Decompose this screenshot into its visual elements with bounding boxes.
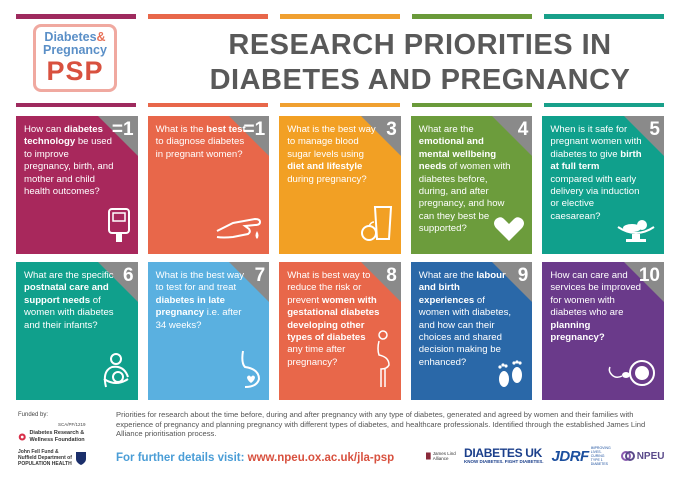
color-bar	[544, 103, 664, 107]
details-link[interactable]: www.npeu.ox.ac.uk/jla-psp	[247, 452, 395, 464]
priority-card-10: 10 How can care and services be improved …	[542, 262, 664, 400]
rank-number: 7	[254, 265, 266, 286]
rank-corner	[229, 262, 270, 302]
priorities-grid: =1 How can diabetes technology be used to…	[16, 116, 664, 400]
rank-corner	[623, 262, 664, 302]
priority-question: How can diabetes technology be used to i…	[24, 124, 114, 198]
rank-corner	[492, 262, 533, 302]
priority-card-8: 8 What is best way to reduce the risk or …	[279, 262, 401, 400]
john-fell-logo: John Fell Fund & Nuffield Department of PO…	[18, 449, 108, 467]
rank-number: 4	[517, 119, 529, 140]
priority-question: What is the best way to test for and tre…	[155, 270, 245, 331]
priority-question: How can care and services be improved fo…	[550, 270, 642, 344]
rank-corner	[229, 116, 270, 156]
priority-question: What are the specific postnatal care and…	[24, 270, 114, 331]
rank-corner	[97, 116, 138, 156]
rank-number: 9	[517, 265, 529, 286]
color-bar	[280, 103, 400, 107]
divider-color-bars	[16, 103, 664, 107]
jla-logo: James Lind Alliance	[426, 450, 456, 462]
priority-card-4: 4 What are the emotional and mental wellb…	[410, 116, 533, 254]
rank-number: 3	[386, 119, 397, 140]
priority-card-7: 7 What is the best way to test for and tr…	[147, 262, 270, 400]
color-bar	[16, 103, 136, 107]
page-title: RESEARCH PRIORITIES IN DIABETES AND PREG…	[209, 29, 631, 96]
priority-card-6: 6 What are the specific postnatal care an…	[16, 262, 138, 400]
glucose-meter-icon	[106, 207, 132, 248]
rank-number: 6	[123, 265, 134, 286]
partner-logos: James Lind Alliance DIABETES UK KNOW DIA…	[426, 446, 664, 466]
rank-number: 8	[386, 265, 397, 286]
priority-card-2: =1 What is the best test to diagnose diab…	[147, 116, 270, 254]
priority-card-5: 5 When is it safe for pregnant women with…	[542, 116, 664, 254]
rank-corner	[360, 262, 401, 302]
baby-feet-icon	[494, 359, 526, 394]
color-bar	[148, 103, 268, 107]
priority-question: When is it safe for pregnant women with …	[550, 124, 642, 222]
funders-block: Funded by: SCA/PF/1219 Diabetes Research…	[18, 412, 108, 467]
description-text: Priorities for research about the time b…	[116, 410, 646, 439]
jla-mark-icon	[426, 452, 431, 460]
rank-corner	[97, 262, 138, 302]
psp-logo: Diabetes& Pregnancy PSP	[33, 24, 117, 92]
priority-question: What is best way to reduce the risk or p…	[287, 270, 380, 368]
drwf-logo: Diabetes Research & Wellness Foundation	[18, 430, 108, 443]
priority-question: What is the best way to manage blood sug…	[287, 124, 376, 185]
pregnant-belly-icon	[235, 349, 263, 394]
color-bar	[412, 14, 532, 19]
color-bar	[544, 14, 664, 19]
oxford-crest-icon	[75, 452, 86, 465]
baby-scale-icon	[614, 217, 658, 248]
diabetes-uk-logo: DIABETES UK KNOW DIABETES. FIGHT DIABETE…	[464, 446, 544, 464]
top-color-bars	[16, 14, 664, 19]
funding-reference: SCA/PF/1219	[58, 422, 86, 427]
priority-question: What are the labour and birth experience…	[418, 270, 512, 368]
rank-corner	[492, 116, 533, 156]
pregnant-woman-icon	[373, 329, 395, 394]
color-bar	[16, 14, 136, 19]
rank-corner	[623, 116, 664, 156]
funded-by-label: Funded by:	[18, 412, 49, 418]
priority-card-3: 3 What is the best way to manage blood su…	[279, 116, 401, 254]
jdrf-logo: JDRF IMPROVING LIVES. CURING TYPE 1 DIAB…	[551, 446, 611, 466]
color-bar	[280, 14, 400, 19]
color-bar	[412, 103, 532, 107]
finger-prick-icon	[215, 209, 263, 248]
priority-card-1: =1 How can diabetes technology be used to…	[16, 116, 138, 254]
drwf-mark-icon	[18, 432, 26, 441]
breastfeeding-icon	[98, 351, 132, 394]
priority-question: What are the emotional and mental wellbe…	[418, 124, 511, 235]
rank-number: 5	[649, 119, 660, 140]
sperm-egg-icon	[608, 357, 658, 394]
color-bar	[148, 14, 268, 19]
rank-number: 10	[638, 265, 660, 286]
rank-number: =1	[111, 119, 134, 140]
details-line: For further details visit: www.npeu.ox.a…	[116, 452, 395, 464]
apple-glass-icon	[359, 203, 395, 248]
heart-hands-icon	[492, 215, 526, 248]
priority-card-9: 9 What are the labour and birth experienc…	[410, 262, 533, 400]
rank-number: =1	[243, 119, 266, 140]
npeu-mark-icon	[620, 451, 635, 461]
priority-question: What is the best test to diagnose diabet…	[155, 124, 246, 160]
npeu-logo: NPEU	[620, 449, 664, 463]
rank-corner	[360, 116, 401, 156]
